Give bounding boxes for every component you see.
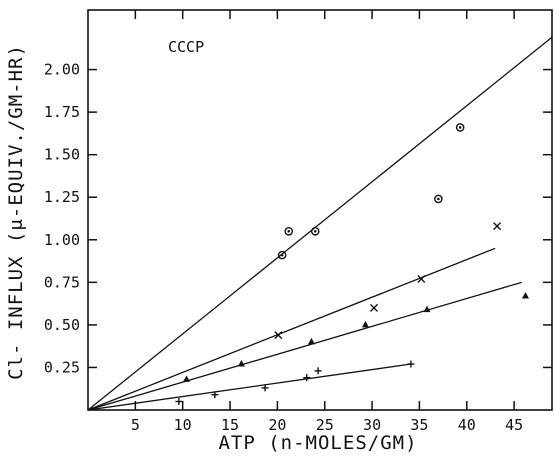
data-point-triangle	[182, 375, 190, 382]
fit-line-x	[87, 247, 496, 411]
fit-line-plus	[87, 363, 411, 411]
chart-annotation: CCCP	[168, 38, 204, 56]
y-tick-label: 1.75	[44, 103, 80, 121]
data-point-plus	[261, 384, 269, 392]
marker-dot	[287, 229, 291, 233]
marker-triangle	[182, 375, 190, 382]
data-point-circle-dot	[310, 226, 320, 236]
marker-dot	[458, 126, 462, 129]
y-tick-label: 1.25	[44, 188, 80, 206]
data-point-circle-dot	[277, 250, 287, 260]
marker-ring	[277, 250, 287, 260]
data-point-circle-dot	[434, 194, 443, 204]
axes	[87, 9, 553, 411]
data-points	[175, 123, 529, 405]
plot-frame	[87, 9, 553, 411]
data-point-circle-dot	[284, 226, 294, 236]
y-tick-label: 0.50	[44, 316, 80, 334]
data-point-plus	[303, 374, 311, 382]
marker-dot	[313, 229, 317, 233]
data-point-plus	[211, 391, 219, 399]
x-tick-label: 5	[131, 416, 140, 434]
x-tick-label: 45	[505, 416, 523, 434]
data-point-plus	[314, 367, 322, 375]
data-point-x	[369, 303, 378, 312]
data-point-x	[417, 274, 426, 283]
x-axis-label: ATP (n-MOLES/GM)	[218, 432, 417, 454]
x-tick-label: 30	[363, 416, 381, 434]
marker-dot	[437, 197, 440, 201]
data-point-triangle	[521, 291, 529, 299]
x-tick-label: 10	[174, 416, 192, 434]
data-point-x	[274, 331, 283, 340]
marker-stroke	[369, 303, 378, 312]
y-tick-label: 1.50	[44, 146, 80, 164]
fit-lines	[87, 36, 553, 411]
data-point-triangle	[423, 305, 431, 313]
data-point-triangle	[307, 337, 315, 345]
data-point-plus	[175, 397, 183, 405]
marker-stroke	[417, 274, 426, 283]
y-tick-label: 2.00	[44, 61, 80, 79]
y-tick-label: 1.00	[44, 231, 80, 249]
y-tick-label: 0.75	[44, 273, 80, 291]
marker-ring	[310, 226, 320, 236]
marker-ring	[284, 226, 294, 236]
marker-triangle	[521, 291, 529, 299]
marker-triangle	[307, 337, 315, 345]
data-point-plus	[407, 360, 415, 368]
fit-line-triangle	[87, 281, 522, 411]
x-tick-label: 40	[458, 416, 476, 434]
marker-stroke	[274, 331, 283, 340]
data-point-triangle	[361, 320, 369, 328]
fit-line-circle-dot	[87, 36, 553, 411]
data-point-x	[493, 222, 502, 231]
marker-triangle	[361, 320, 369, 328]
x-tick-label: 25	[316, 416, 334, 434]
marker-dot	[280, 253, 284, 257]
marker-triangle	[237, 360, 245, 367]
ticks: 5 10 15 20 25 30 35 40 45 0.25 0.50 0.75 1.00 1.25 1.5…	[44, 10, 552, 434]
y-tick-label: 0.25	[44, 358, 80, 376]
marker-ring	[434, 194, 443, 204]
x-tick-label: 20	[268, 416, 286, 434]
marker-ring	[455, 123, 465, 132]
marker-stroke	[493, 222, 502, 231]
marker-triangle	[423, 305, 431, 313]
data-point-circle-dot	[455, 123, 465, 132]
x-tick-label: 15	[221, 416, 239, 434]
data-point-triangle	[237, 360, 245, 367]
x-tick-label: 35	[410, 416, 428, 434]
y-axis-label: Cl- INFLUX (μ-EQUIV./GM-HR)	[5, 44, 27, 380]
